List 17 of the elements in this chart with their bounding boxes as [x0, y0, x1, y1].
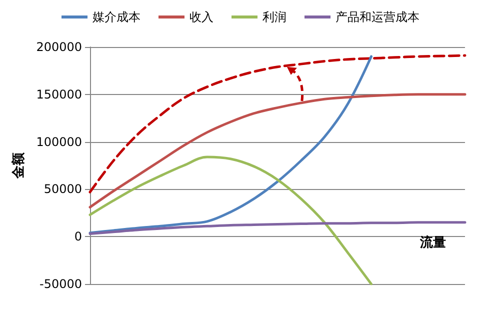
y-tick-label: 150000 — [36, 87, 82, 102]
y-tick-label: 200000 — [36, 40, 82, 54]
y-axis-title: 金额 — [10, 152, 26, 180]
legend-label: 媒介成本 — [92, 10, 140, 24]
x-axis-title: 流量 — [419, 234, 446, 251]
legend-label: 利润 — [262, 10, 286, 24]
line-series — [88, 55, 372, 234]
line-series — [88, 93, 466, 208]
y-tick-label: 0 — [74, 230, 82, 244]
line-series — [88, 54, 466, 194]
y-tick-label: 100000 — [36, 134, 82, 149]
line-series — [88, 156, 372, 286]
y-tick-label: 50000 — [44, 182, 82, 196]
line-series — [88, 221, 466, 236]
y-tick-label: -50000 — [39, 277, 82, 291]
legend-label: 收入 — [190, 10, 214, 24]
legend-label: 产品和运营成本 — [336, 10, 420, 24]
